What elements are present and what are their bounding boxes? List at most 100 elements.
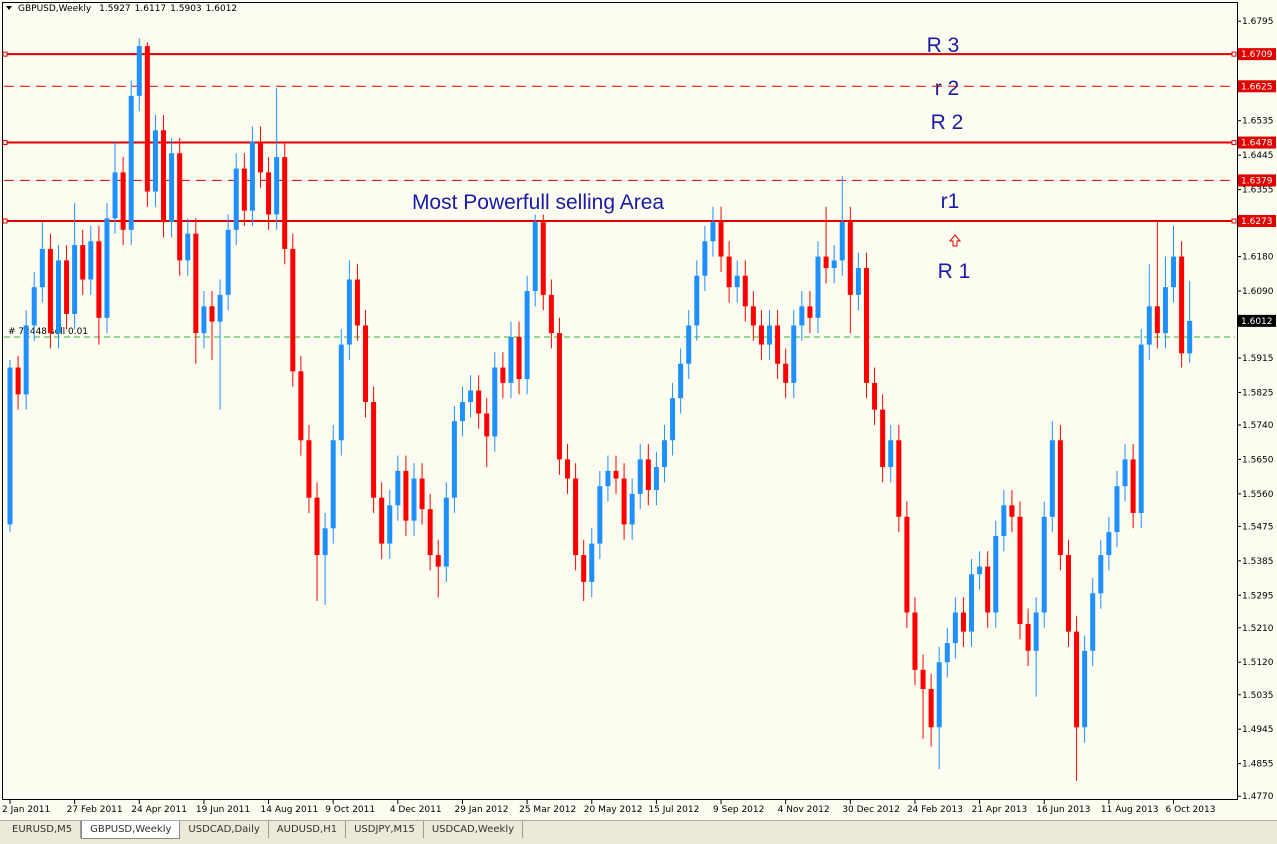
- candle-body: [977, 566, 983, 575]
- y-tick-label: 1.6445: [1242, 151, 1274, 161]
- candle-body: [839, 222, 845, 261]
- candle-body: [459, 402, 465, 422]
- x-tick-label: 16 Jun 2013: [1036, 805, 1090, 815]
- candle-body: [1065, 555, 1071, 632]
- candle-body: [718, 222, 724, 257]
- candle-body: [524, 291, 530, 380]
- tab[interactable]: USDCAD,Daily: [180, 821, 269, 838]
- tab[interactable]: USDCAD,Weekly: [424, 821, 524, 838]
- plot-frame: [2, 2, 1238, 800]
- candle-body: [742, 275, 748, 307]
- candle-body: [354, 279, 360, 326]
- candle-body: [686, 325, 692, 364]
- candle-body: [7, 367, 13, 525]
- level-label-bg: [1238, 174, 1276, 187]
- candle-body: [128, 95, 134, 230]
- y-tick-label: 1.5560: [1242, 490, 1274, 500]
- chart-header: GBPUSD,Weekly 1.5927 1.6117 1.5903 1.6012: [18, 4, 237, 14]
- candle-body: [435, 555, 441, 567]
- tab[interactable]: GBPUSD,Weekly: [81, 821, 181, 839]
- candle-body: [573, 478, 579, 556]
- candle-body: [161, 130, 167, 223]
- level-label: 1.6273: [1241, 217, 1273, 227]
- candle-body: [710, 222, 716, 242]
- header-close: 1.6012: [206, 4, 238, 14]
- price-label: 1.6012: [1241, 317, 1273, 327]
- candle-body: [64, 260, 70, 314]
- candle-body: [750, 306, 756, 326]
- candle-body: [282, 157, 288, 249]
- x-tick-label: 20 May 2012: [584, 805, 643, 815]
- level-handle: [1231, 218, 1237, 224]
- annotation: R 2: [931, 111, 964, 134]
- level-handle: [2, 140, 8, 146]
- candle-body: [233, 168, 239, 230]
- candle-body: [783, 363, 789, 383]
- candle-body: [201, 306, 207, 334]
- x-tick-label: 24 Feb 2013: [907, 805, 963, 815]
- candle-body: [855, 268, 861, 295]
- y-tick-label: 1.4945: [1242, 725, 1274, 735]
- candle-body: [31, 287, 37, 326]
- candle-body: [47, 248, 53, 334]
- level-label-bg: [1238, 48, 1276, 61]
- candle-body: [823, 256, 829, 269]
- candle-body: [565, 459, 571, 479]
- candle-body: [888, 440, 894, 468]
- candle-body: [678, 363, 684, 399]
- tab[interactable]: USDJPY,M15: [346, 821, 424, 838]
- candle-body: [217, 294, 223, 322]
- candle-body: [1033, 612, 1039, 651]
- candle-body: [516, 336, 522, 380]
- candle-body: [1041, 516, 1047, 613]
- header-high: 1.6117: [135, 4, 167, 14]
- level-label-bg: [1238, 214, 1276, 227]
- header-low: 1.5903: [170, 4, 202, 14]
- candle-body: [1098, 555, 1104, 594]
- tab-bar: EURUSD,M5 GBPUSD,Weekly USDCAD,Daily AUDUSD…: [0, 820, 1277, 844]
- candle-body: [427, 509, 433, 556]
- x-tick-label: 21 Apr 2013: [972, 805, 1028, 815]
- tab[interactable]: AUDUSD,H1: [269, 821, 347, 838]
- candle-body: [152, 130, 158, 192]
- candle-body: [872, 382, 878, 410]
- y-tick-label: 1.6535: [1242, 117, 1274, 127]
- candle-body: [468, 390, 474, 402]
- x-tick-label: 4 Nov 2012: [778, 805, 830, 815]
- candle-body: [249, 141, 255, 211]
- candle-body: [767, 325, 773, 345]
- candle-body: [88, 241, 94, 280]
- candle-body: [403, 470, 409, 521]
- candle-body: [920, 669, 926, 690]
- menu-arrow[interactable]: [6, 6, 12, 10]
- y-tick-label: 1.6795: [1242, 17, 1274, 27]
- candle-body: [1187, 320, 1193, 354]
- candle-body: [451, 421, 457, 498]
- candle-body: [726, 256, 732, 288]
- tab[interactable]: EURUSD,M5: [4, 821, 82, 838]
- candle-body: [581, 555, 587, 582]
- candle-body: [936, 662, 942, 728]
- level-label: 1.6709: [1241, 50, 1273, 60]
- candle-body: [645, 459, 651, 491]
- level-handle: [2, 51, 8, 57]
- candle-body: [1171, 256, 1177, 288]
- x-tick-label: 4 Dec 2011: [390, 805, 442, 815]
- candle-body: [532, 222, 538, 292]
- y-tick-label: 1.5120: [1242, 658, 1274, 668]
- y-tick-label: 1.5650: [1242, 455, 1274, 465]
- candle-body: [670, 398, 676, 441]
- candle-body: [492, 367, 498, 437]
- candle-body: [863, 268, 869, 383]
- candle-body: [411, 478, 417, 521]
- candle-body: [330, 440, 336, 529]
- candle-body: [23, 325, 29, 395]
- candle-body: [104, 218, 110, 318]
- level-label: 1.6625: [1241, 82, 1273, 92]
- level-label-bg: [1238, 136, 1276, 149]
- x-tick-label: 29 Jan 2012: [454, 805, 508, 815]
- candle-body: [799, 306, 805, 326]
- x-tick-label: 24 Apr 2011: [131, 805, 187, 815]
- candle-body: [1025, 623, 1031, 651]
- y-tick-label: 1.5295: [1242, 591, 1274, 601]
